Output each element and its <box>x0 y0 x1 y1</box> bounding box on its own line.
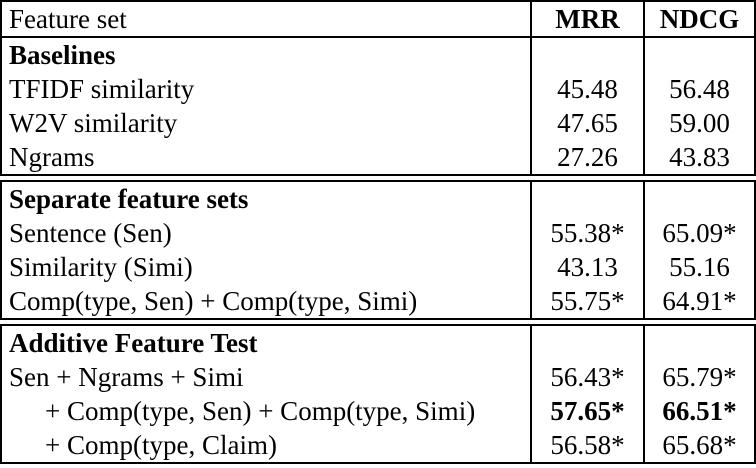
table-block-header-and-baselines: Feature set MRR NDCG Baselines TFIDF simi… <box>0 0 756 176</box>
ndcg-value: 55.16 <box>643 250 754 284</box>
section-header-mrr-empty <box>530 38 643 72</box>
table-row: Comp(type, Sen) + Comp(type, Simi) 55.75*… <box>2 284 754 318</box>
section-header-row: Baselines <box>2 38 754 72</box>
feature-set-label: TFIDF similarity <box>9 73 195 104</box>
section-header-row: Separate feature sets <box>2 182 754 216</box>
mrr-value: 45.48 <box>530 72 643 106</box>
mrr-value: 56.58* <box>530 428 643 462</box>
mrr-value: 57.65* <box>530 394 643 428</box>
table-row: Sentence (Sen) 55.38* 65.09* <box>2 216 754 250</box>
feature-set-label: Sentence (Sen) <box>9 217 172 248</box>
feature-set-label: Ngrams <box>9 141 95 172</box>
ndcg-value: 65.09* <box>643 216 754 250</box>
table-header-row: Feature set MRR NDCG <box>2 2 754 38</box>
table-row: + Comp(type, Sen) + Comp(type, Simi) 57.6… <box>2 394 754 428</box>
section-header-label: Baselines <box>9 39 116 70</box>
mrr-value: 27.26 <box>530 140 643 174</box>
mrr-value: 47.65 <box>530 106 643 140</box>
section-header-ndcg-empty <box>643 326 754 360</box>
feature-set-label: W2V similarity <box>9 107 178 138</box>
section-separate-feature-sets: Separate feature sets Sentence (Sen) 55.38… <box>0 180 756 320</box>
feature-set-label: Similarity (Simi) <box>9 251 193 282</box>
column-header-mrr: MRR <box>530 2 643 36</box>
section-additive-feature-test: Additive Feature Test Sen + Ngrams + Simi… <box>0 324 756 464</box>
mrr-value: 43.13 <box>530 250 643 284</box>
column-header-feature-set: Feature set <box>9 3 127 34</box>
ndcg-value: 65.79* <box>643 360 754 394</box>
ndcg-value: 65.68* <box>643 428 754 462</box>
feature-set-label: + Comp(type, Claim) <box>45 429 277 460</box>
mrr-value: 55.38* <box>530 216 643 250</box>
section-baselines: Baselines TFIDF similarity 45.48 56.48 W2V s… <box>2 38 754 174</box>
section-header-label: Separate feature sets <box>9 183 249 214</box>
feature-set-label: Comp(type, Sen) + Comp(type, Simi) <box>9 285 418 316</box>
ndcg-value: 64.91* <box>643 284 754 318</box>
section-header-label: Additive Feature Test <box>9 327 258 358</box>
section-header-row: Additive Feature Test <box>2 326 754 360</box>
section-header-ndcg-empty <box>643 182 754 216</box>
section-header-mrr-empty <box>530 326 643 360</box>
table-row: TFIDF similarity 45.48 56.48 <box>2 72 754 106</box>
ndcg-value: 66.51* <box>643 394 754 428</box>
table-row: Sen + Ngrams + Simi 56.43* 65.79* <box>2 360 754 394</box>
table-row: Similarity (Simi) 43.13 55.16 <box>2 250 754 284</box>
table-row: W2V similarity 47.65 59.00 <box>2 106 754 140</box>
section-header-ndcg-empty <box>643 38 754 72</box>
mrr-value: 56.43* <box>530 360 643 394</box>
column-header-ndcg: NDCG <box>643 2 754 36</box>
table-row: Ngrams 27.26 43.83 <box>2 140 754 174</box>
feature-set-label: Sen + Ngrams + Simi <box>9 361 244 392</box>
ndcg-value: 56.48 <box>643 72 754 106</box>
mrr-value: 55.75* <box>530 284 643 318</box>
feature-set-label: + Comp(type, Sen) + Comp(type, Simi) <box>45 395 476 426</box>
ndcg-value: 59.00 <box>643 106 754 140</box>
ndcg-value: 43.83 <box>643 140 754 174</box>
table-row: + Comp(type, Claim) 56.58* 65.68* <box>2 428 754 462</box>
section-header-mrr-empty <box>530 182 643 216</box>
